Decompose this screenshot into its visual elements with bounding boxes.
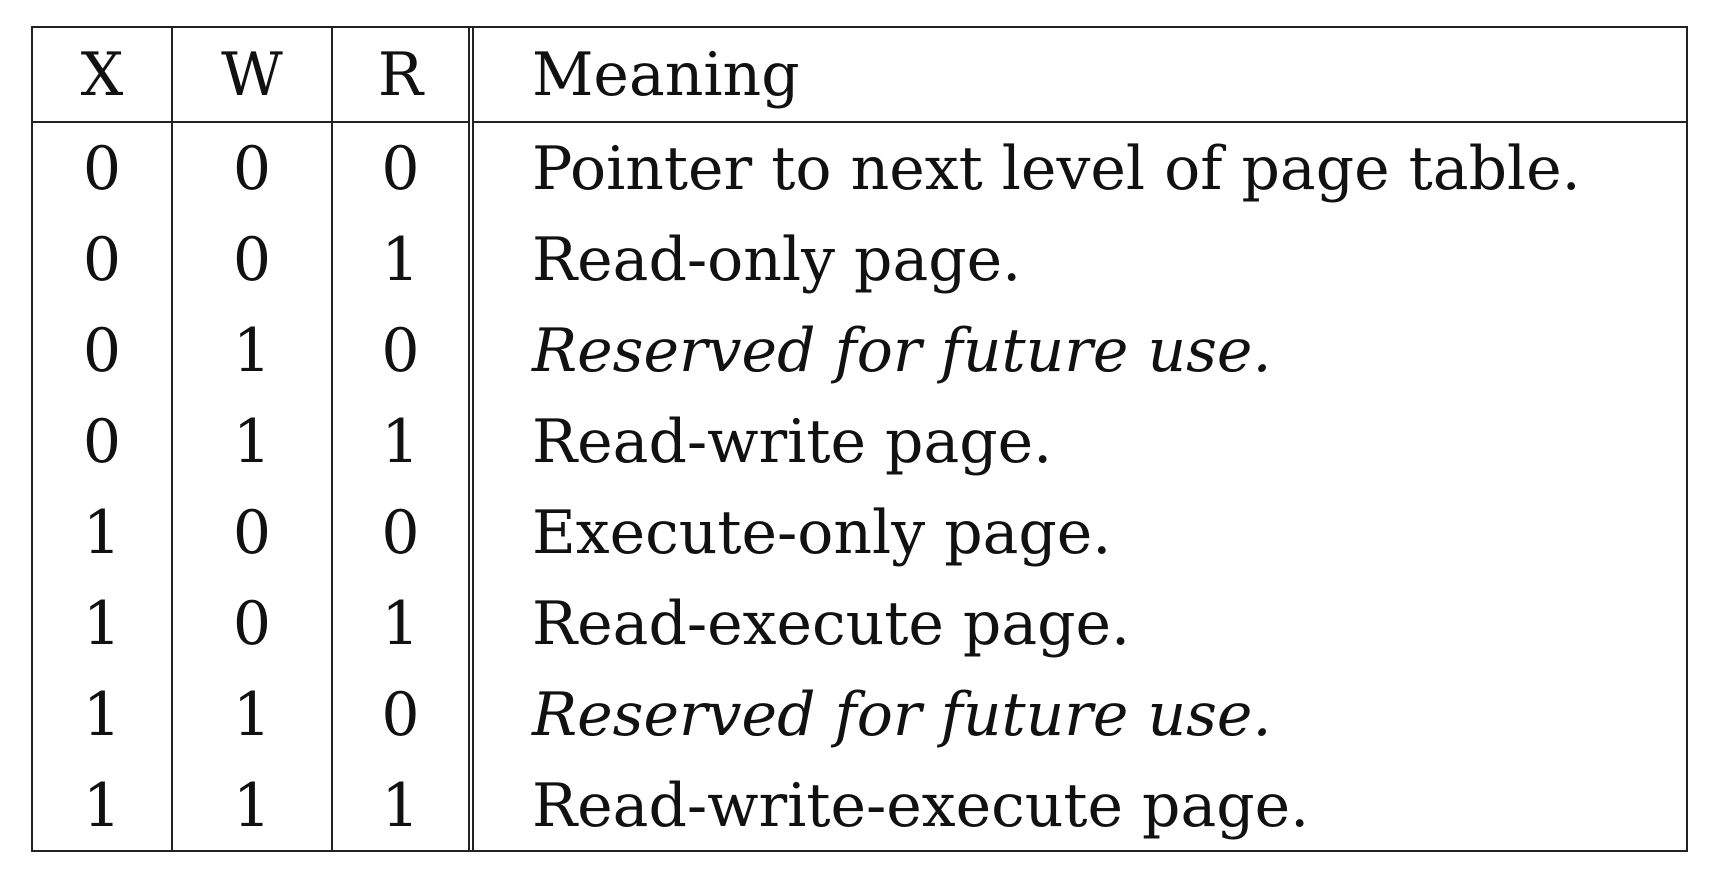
cell-x: 0 xyxy=(33,396,173,487)
cell-r: 0 xyxy=(332,305,474,396)
cell-meaning: Read-write page. xyxy=(532,406,1053,477)
cell-r: 0 xyxy=(332,669,474,760)
cell-x: 0 xyxy=(33,305,173,396)
cell-x: 1 xyxy=(33,487,173,578)
cell-w: 1 xyxy=(172,396,333,487)
table-row: 0 1 1 Read-write page. xyxy=(33,396,1686,487)
cell-w: 0 xyxy=(172,214,333,305)
header-x: X xyxy=(33,28,173,123)
table-row: 0 0 1 Read-only page. xyxy=(33,214,1686,305)
cell-meaning: Execute-only page. xyxy=(532,497,1112,568)
cell-r: 1 xyxy=(332,578,474,669)
header-meaning: Meaning xyxy=(471,28,1686,123)
header-row: X W R Meaning xyxy=(33,28,1686,123)
table-body: 0 0 0 Pointer to next level of page tabl… xyxy=(33,122,1686,851)
cell-w: 1 xyxy=(172,760,333,851)
header-w: W xyxy=(172,28,333,123)
cell-x: 1 xyxy=(33,669,173,760)
cell-w: 0 xyxy=(172,578,333,669)
cell-meaning: Read-execute page. xyxy=(532,588,1131,659)
table-row: 0 1 0 Reserved for future use. xyxy=(33,305,1686,396)
pte-permission-table: X W R Meaning 0 0 0 Pointer to next leve… xyxy=(33,28,1686,851)
permission-bits-table: X W R Meaning 0 0 0 Pointer to next leve… xyxy=(31,26,1688,852)
table-row: 1 0 1 Read-execute page. xyxy=(33,578,1686,669)
table-row: 1 1 0 Reserved for future use. xyxy=(33,669,1686,760)
cell-r: 1 xyxy=(332,214,474,305)
header-r: R xyxy=(332,28,474,123)
cell-w: 1 xyxy=(172,669,333,760)
cell-x: 0 xyxy=(33,122,173,214)
cell-meaning: Read-write-execute page. xyxy=(532,770,1310,841)
table-header: X W R Meaning xyxy=(33,28,1686,123)
cell-r: 1 xyxy=(332,396,474,487)
cell-x: 1 xyxy=(33,578,173,669)
cell-w: 1 xyxy=(172,305,333,396)
cell-x: 0 xyxy=(33,214,173,305)
cell-meaning: Read-only page. xyxy=(532,224,1022,295)
cell-r: 1 xyxy=(332,760,474,851)
table-row: 1 0 0 Execute-only page. xyxy=(33,487,1686,578)
cell-meaning: Reserved for future use. xyxy=(532,679,1272,750)
cell-w: 0 xyxy=(172,122,333,214)
table-row: 1 1 1 Read-write-execute page. xyxy=(33,760,1686,851)
cell-r: 0 xyxy=(332,487,474,578)
cell-x: 1 xyxy=(33,760,173,851)
cell-w: 0 xyxy=(172,487,333,578)
table-row: 0 0 0 Pointer to next level of page tabl… xyxy=(33,122,1686,214)
cell-meaning: Reserved for future use. xyxy=(532,315,1272,386)
cell-meaning: Pointer to next level of page table. xyxy=(532,133,1581,204)
cell-r: 0 xyxy=(332,122,474,214)
